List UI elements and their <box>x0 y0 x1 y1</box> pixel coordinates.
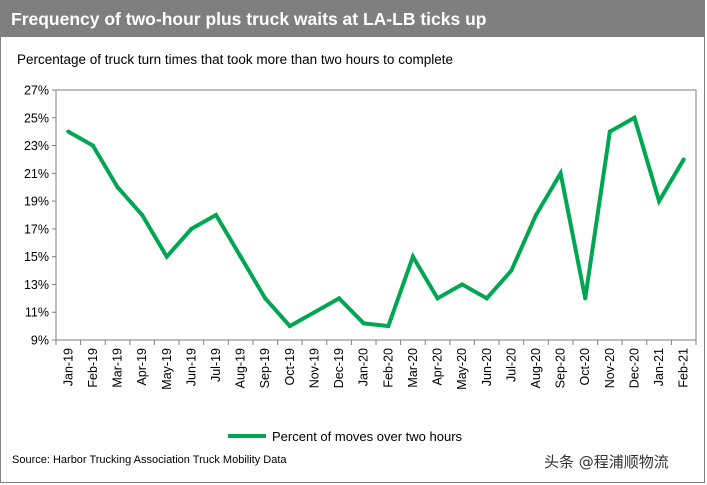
x-tick-label: Jul-19 <box>209 348 223 382</box>
source-note: Source: Harbor Trucking Association Truc… <box>12 454 287 466</box>
x-tick-label: May-20 <box>455 348 469 390</box>
data-point <box>214 213 218 217</box>
data-point <box>238 254 243 259</box>
x-tick-label: Jan-20 <box>357 348 371 386</box>
x-tick-label: Jul-20 <box>504 348 518 382</box>
data-point <box>657 199 662 204</box>
x-tick-label: Aug-19 <box>234 348 248 388</box>
plot-area <box>55 89 697 341</box>
series-line <box>67 114 686 329</box>
y-tick-label: 13% <box>24 278 49 292</box>
x-tick-label: Oct-19 <box>283 348 297 386</box>
data-point <box>435 296 440 301</box>
data-point <box>361 321 366 326</box>
x-tick-label: Feb-21 <box>677 348 691 388</box>
x-tick-label: Mar-20 <box>406 348 420 388</box>
data-point <box>337 296 342 301</box>
x-tick-label: Jan-21 <box>652 348 666 386</box>
y-tick-label: 15% <box>24 250 49 264</box>
x-tick-label: Apr-19 <box>135 348 149 386</box>
x-tick-label: Oct-20 <box>578 348 592 386</box>
data-point <box>583 296 588 301</box>
y-tick-label: 11% <box>25 306 49 320</box>
y-axis: 9% 11% 13% 15% 17% 19% 21% 23% 25% 27% <box>24 84 56 348</box>
legend-label: Percent of moves over two hours <box>272 429 463 444</box>
x-tick-label: Sep-19 <box>258 348 272 388</box>
x-tick-label: May-19 <box>160 348 174 390</box>
y-tick-label: 25% <box>24 111 49 125</box>
x-axis: Jan-19 Feb-19 Mar-19 Apr-19 May-19 Jun-19 Jul-… <box>55 340 697 390</box>
data-point <box>312 310 317 315</box>
data-point <box>509 268 514 273</box>
x-tick-label: Jun-20 <box>480 348 494 386</box>
x-tick-label: Apr-20 <box>431 348 445 386</box>
y-tick-label: 23% <box>24 139 49 153</box>
data-point <box>484 296 489 301</box>
x-tick-label: Jan-19 <box>61 348 75 386</box>
y-tick-label: 19% <box>24 195 49 209</box>
x-tick-label: Sep-20 <box>554 348 568 388</box>
y-tick-label: 17% <box>24 222 49 236</box>
data-point <box>410 254 415 259</box>
data-point <box>287 324 292 329</box>
y-tick-label: 27% <box>24 84 49 98</box>
watermark: 头条 @程浦顺物流 <box>544 453 669 471</box>
chart-title: Frequency of two-hour plus truck waits a… <box>1 1 704 37</box>
data-point <box>558 171 563 176</box>
data-point <box>164 254 169 259</box>
x-tick-label: Dec-19 <box>332 348 346 388</box>
x-tick-label: Feb-19 <box>86 348 100 388</box>
series-points <box>66 115 686 329</box>
data-point <box>607 129 612 134</box>
data-point <box>386 324 391 329</box>
y-tick-label: 21% <box>24 167 49 181</box>
x-tick-label: Feb-20 <box>381 348 395 388</box>
chart-subtitle: Percentage of truck turn times that took… <box>17 52 453 67</box>
legend: Percent of moves over two hours <box>228 429 463 444</box>
x-tick-label: Aug-20 <box>529 348 543 388</box>
data-point <box>534 213 538 217</box>
data-point <box>189 226 194 231</box>
data-point <box>66 129 71 134</box>
x-tick-label: Nov-19 <box>307 348 321 388</box>
x-tick-label: Nov-20 <box>603 348 617 388</box>
data-point <box>632 115 637 120</box>
data-point <box>90 143 95 148</box>
data-point <box>140 213 145 217</box>
x-tick-label: Jun-19 <box>184 348 198 386</box>
y-tick-label: 9% <box>31 334 49 348</box>
data-point <box>460 282 465 287</box>
data-point <box>681 157 686 162</box>
x-tick-label: Mar-19 <box>111 348 125 388</box>
x-tick-label: Dec-20 <box>627 348 641 388</box>
data-point <box>263 296 268 301</box>
data-point <box>115 185 120 190</box>
